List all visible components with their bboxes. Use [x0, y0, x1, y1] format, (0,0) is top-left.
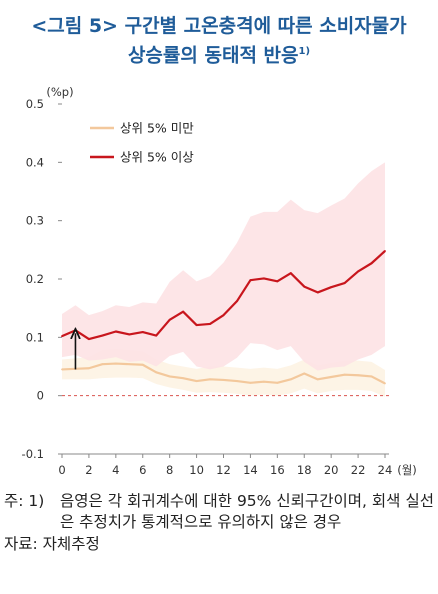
series-2-point	[236, 300, 238, 303]
series-2-point	[316, 291, 319, 294]
x-tick-label: 18	[297, 463, 312, 477]
y-tick-label: 0.4	[26, 155, 44, 169]
x-tick-label: 8	[166, 463, 173, 477]
series-1-point	[276, 381, 279, 384]
line-chart: -0.100.10.20.30.40.5(%p)0 2 4 6 8 10 12 14 16 18 2…	[22, 85, 417, 477]
x-tick-label: 6	[139, 463, 146, 477]
x-tick-label: 20	[324, 463, 339, 477]
series-1-point	[114, 362, 117, 365]
series-1-point	[88, 367, 90, 370]
series-2-point	[222, 314, 225, 317]
x-tick-label: 0	[58, 463, 65, 477]
y-tick-label: 0.1	[26, 330, 44, 344]
series-1-point	[222, 379, 225, 381]
series-2-point	[61, 335, 63, 338]
series-1-point	[182, 377, 185, 380]
series-2-point	[303, 285, 306, 288]
series-1-point	[289, 378, 292, 381]
series-2-point	[168, 318, 171, 321]
series-2-point	[276, 280, 279, 283]
y-tick-label: 0.2	[26, 272, 44, 286]
series-1-point	[168, 375, 171, 378]
series-2-point	[262, 277, 265, 280]
series-2-point	[141, 331, 144, 333]
chart-title-text-1: <그림 5> 구간별 고온충격에 따른 소비자물가	[31, 15, 407, 37]
chart-title-line2: 상승률의 동태적 반응1)	[0, 40, 438, 67]
y-tick-label: -0.1	[22, 447, 44, 461]
y-tick-label: 0.3	[26, 214, 44, 228]
x-tick-label: 2	[85, 463, 92, 477]
series-2-point	[128, 333, 131, 336]
y-tick-label: 0	[37, 389, 44, 403]
series-1-point	[370, 375, 373, 378]
chart-title-line1: <그림 5> 구간별 고온충격에 따른 소비자물가	[0, 14, 438, 38]
series-2-point	[370, 262, 373, 265]
series-2-point	[101, 334, 104, 337]
series-1-point	[61, 368, 63, 371]
series-2-point	[357, 270, 359, 273]
confidence-band-2	[62, 162, 385, 371]
legend-label-1: 상위 5% 미만	[120, 121, 194, 136]
x-tick-label: 10	[189, 463, 204, 477]
x-axis-unit: (월)	[397, 463, 417, 477]
series-2-point	[182, 310, 185, 313]
x-tick-label: 22	[351, 463, 366, 477]
series-lines	[61, 250, 386, 385]
series-2-point	[289, 272, 292, 275]
chart-title-text-2: 상승률의 동태적 반응	[127, 44, 299, 67]
series-1-point	[128, 363, 131, 366]
series-1-point	[330, 376, 333, 378]
y-tick-label: 0.5	[26, 97, 44, 111]
series-1-point	[155, 371, 158, 374]
series-2-point	[384, 250, 386, 252]
series-1-point	[249, 381, 252, 384]
footnote: 주: 1) 음영은 각 회귀계수에 대한 95% 신뢰구간이며, 회색 실선은 …	[4, 491, 434, 533]
series-1-point	[343, 373, 346, 376]
footnote-prefix: 주: 1)	[4, 492, 45, 510]
series-1-point	[141, 363, 144, 366]
x-tick-label: 16	[270, 463, 285, 477]
series-1-point	[236, 380, 238, 382]
notes: 주: 1) 음영은 각 회귀계수에 대한 95% 신뢰구간이며, 회색 실선은 …	[4, 491, 434, 555]
series-1-point	[209, 378, 211, 381]
series-1-point	[303, 372, 306, 375]
title-footnote-mark: 1)	[298, 46, 311, 57]
legend-label-2: 상위 5% 이상	[120, 150, 194, 165]
series-1-point	[357, 374, 359, 377]
series-1-point	[195, 380, 198, 382]
series-2-point	[249, 279, 252, 282]
series-2-point	[343, 282, 346, 284]
y-axis-label: (%p)	[46, 85, 73, 99]
series-1-point	[262, 380, 265, 383]
series-2-point	[74, 329, 77, 332]
x-tick-label: 12	[216, 463, 231, 477]
footnote-text: 음영은 각 회귀계수에 대한 95% 신뢰구간이며, 회색 실선은 추정치가 통…	[60, 492, 434, 531]
series-2-point	[330, 286, 333, 289]
series-2-point	[155, 334, 158, 337]
source-note: 자료: 자체추정	[4, 535, 100, 553]
chart-axes: -0.100.10.20.30.40.5(%p)0 2 4 6 8 10 12 14 16 18 2…	[22, 85, 417, 477]
x-tick-label: 14	[243, 463, 258, 477]
series-2-point	[114, 330, 117, 333]
x-tick-label: 4	[112, 463, 119, 477]
series-2-point	[88, 338, 90, 340]
series-2-point	[209, 323, 211, 325]
series-1-point	[101, 363, 104, 366]
confidence-bands	[62, 162, 385, 397]
series-1-point	[384, 382, 386, 385]
x-tick-label: 24	[378, 463, 393, 477]
series-2-point	[195, 324, 198, 326]
series-1-point	[316, 378, 319, 381]
